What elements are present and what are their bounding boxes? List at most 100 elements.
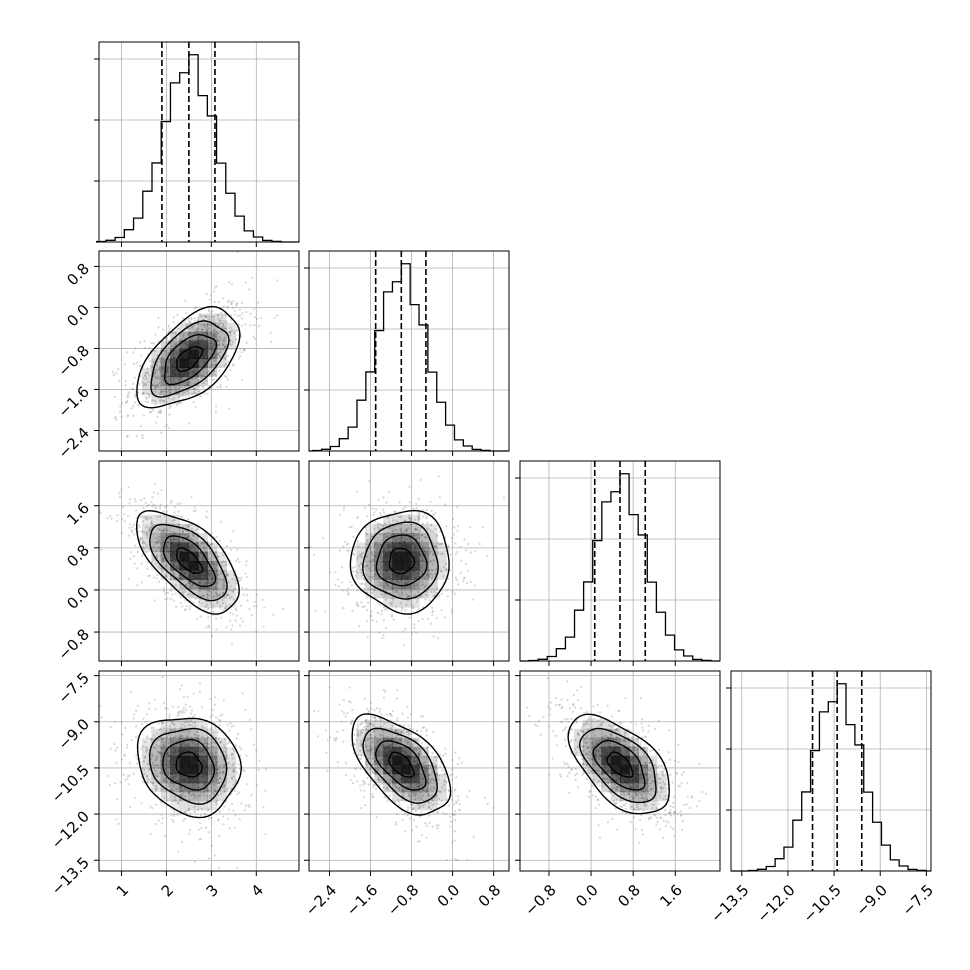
scatter-point <box>356 589 359 592</box>
scatter-point <box>141 434 144 437</box>
scatter-point <box>400 536 404 539</box>
scatter-point <box>444 781 448 784</box>
scatter-point <box>399 602 402 605</box>
scatter-point <box>231 363 235 366</box>
scatter-point <box>149 410 153 413</box>
scatter-point <box>142 382 145 385</box>
density-cell <box>207 746 218 757</box>
scatter-point <box>155 555 158 558</box>
scatter-point <box>191 793 194 796</box>
scatter-point <box>207 624 210 627</box>
scatter-point <box>132 414 135 417</box>
scatter-point <box>210 542 213 545</box>
scatter-point <box>211 755 214 758</box>
scatter-point <box>149 364 152 367</box>
scatter-point <box>196 322 200 325</box>
scatter-point <box>249 324 252 327</box>
scatter-point <box>157 347 160 350</box>
scatter-point <box>129 557 132 560</box>
scatter-point <box>155 540 158 544</box>
scatter-point <box>375 816 378 819</box>
scatter-point <box>379 583 383 587</box>
scatter-point <box>430 568 433 572</box>
density-cell <box>170 719 180 730</box>
scatter-point <box>229 540 232 543</box>
scatter-point <box>158 377 161 380</box>
scatter-point <box>154 384 157 388</box>
contour-line <box>136 717 243 819</box>
scatter-point <box>115 818 118 821</box>
scatter-point <box>365 748 368 751</box>
scatter-point <box>406 716 410 719</box>
scatter-point <box>253 316 256 319</box>
scatter-point <box>171 799 174 802</box>
scatter-point <box>372 513 375 517</box>
scatter-point <box>201 735 204 738</box>
scatter-point <box>170 347 173 351</box>
scatter-point <box>116 514 119 517</box>
scatter-point <box>367 783 370 786</box>
density-cell <box>207 331 218 341</box>
scatter-point <box>391 725 395 728</box>
density-cell <box>188 523 199 534</box>
scatter-point <box>229 300 232 304</box>
scatter-point <box>218 344 221 347</box>
scatter-point <box>254 337 257 341</box>
scatter-point <box>155 755 159 758</box>
scatter-point <box>438 774 441 777</box>
scatter-point <box>422 755 426 758</box>
scatter-point <box>170 519 174 522</box>
scatter-point <box>148 529 151 532</box>
scatter-point <box>431 530 435 533</box>
scatter-point <box>418 753 421 756</box>
scatter-point <box>200 323 203 326</box>
scatter-point <box>441 769 444 772</box>
scatter-point <box>156 787 159 790</box>
density-cell <box>226 598 237 608</box>
scatter-point <box>233 750 236 753</box>
scatter-point <box>429 523 433 526</box>
scatter-point <box>375 762 378 765</box>
scatter-point <box>407 793 410 797</box>
scatter-point <box>368 723 372 726</box>
scatter-point <box>421 558 424 561</box>
scatter-point <box>125 746 129 749</box>
scatter-point <box>420 559 423 562</box>
scatter-point <box>160 822 163 825</box>
scatter-point <box>157 819 160 822</box>
density-cell <box>207 561 218 571</box>
scatter-point <box>425 728 429 731</box>
scatter-point <box>382 536 386 539</box>
density-cell <box>226 755 237 766</box>
scatter-point <box>174 744 177 748</box>
scatter-point <box>206 328 209 332</box>
scatter-point <box>369 707 373 710</box>
scatter-point <box>440 570 443 573</box>
scatter-point <box>217 819 220 822</box>
scatter-point <box>378 738 381 742</box>
scatter-point <box>146 367 149 370</box>
scatter-point <box>492 806 495 809</box>
density-cell <box>365 561 375 571</box>
scatter-point <box>427 575 430 578</box>
scatter-point <box>357 732 360 735</box>
scatter-point <box>425 517 428 520</box>
scatter-point <box>350 722 353 725</box>
scatter-point <box>374 520 377 523</box>
scatter-point <box>422 765 425 768</box>
scatter-point <box>420 795 423 799</box>
density-cell <box>374 719 384 730</box>
scatter-point <box>345 590 349 593</box>
scatter-point <box>202 594 205 597</box>
density-cell <box>160 782 171 793</box>
scatter-point <box>194 721 197 724</box>
scatter-point <box>212 335 215 338</box>
scatter-point <box>447 788 450 792</box>
scatter-point <box>212 357 215 360</box>
scatter-point <box>238 308 242 311</box>
scatter-point <box>420 833 424 837</box>
scatter-point <box>379 725 382 728</box>
scatter-point <box>249 663 251 665</box>
scatter-point <box>221 591 224 594</box>
scatter-point <box>357 734 360 738</box>
